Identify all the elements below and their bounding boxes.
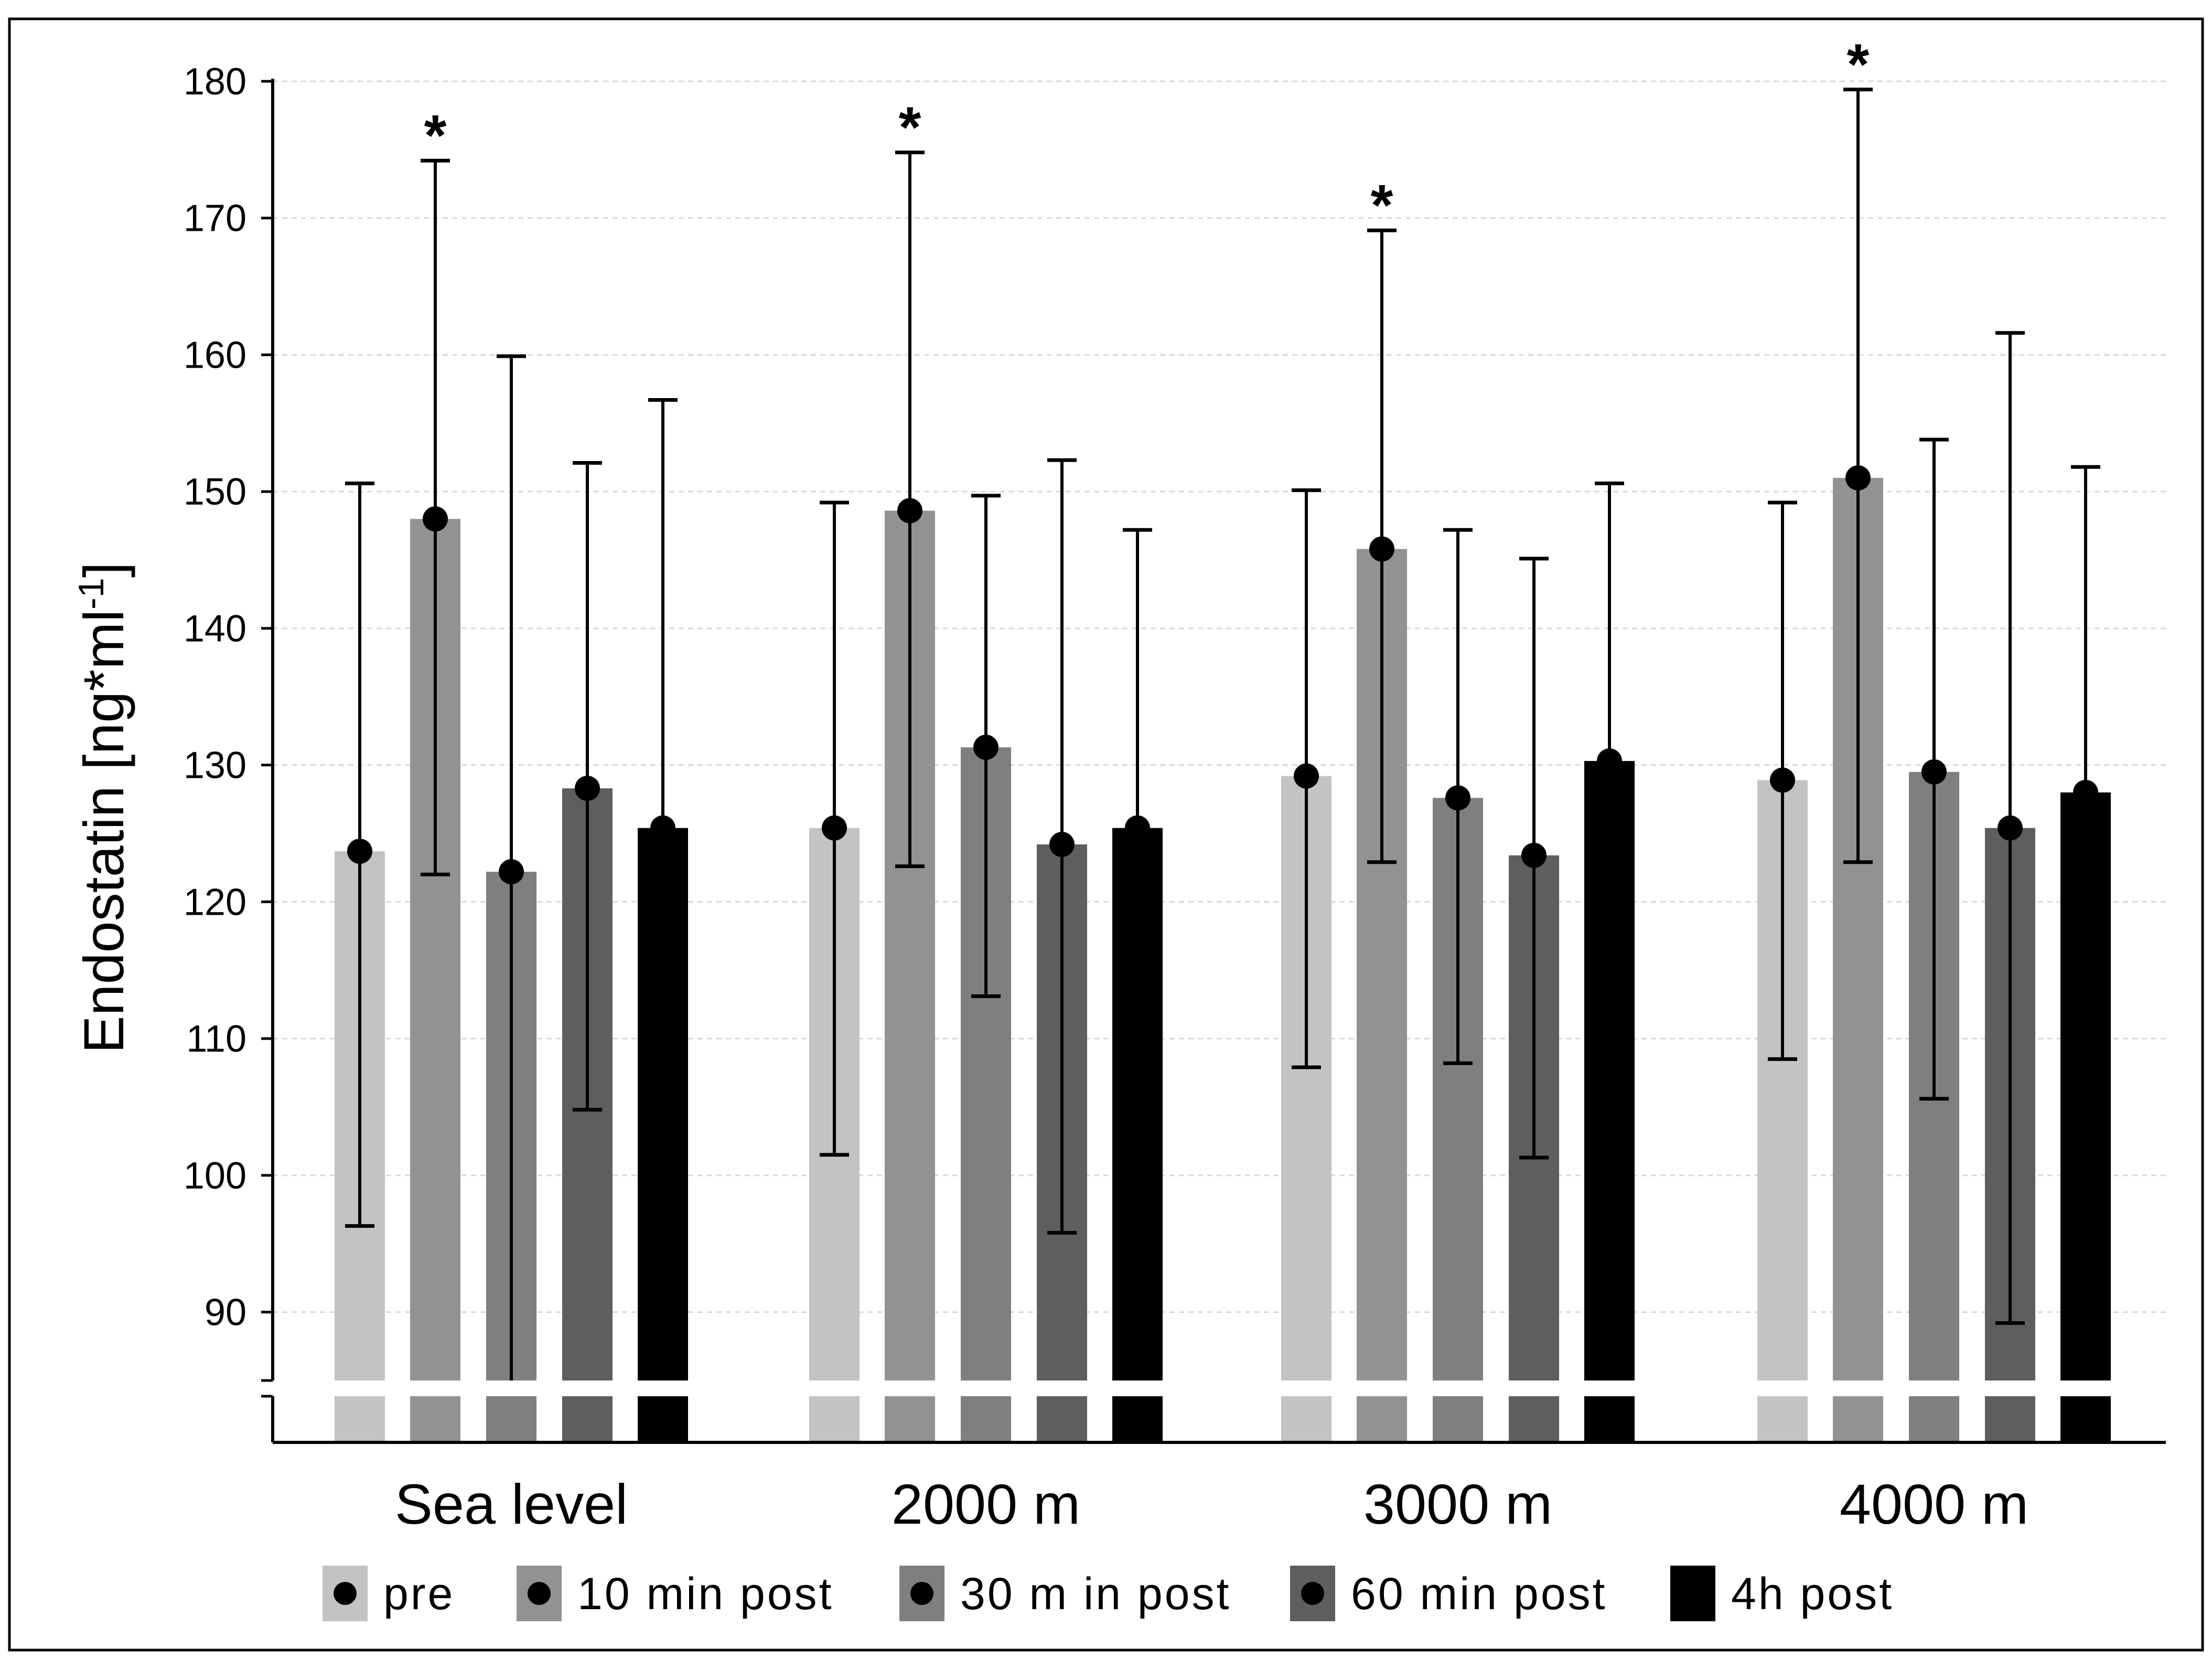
- data-point: [423, 506, 448, 532]
- bar-base: [1909, 1396, 1959, 1442]
- bar-base: [1985, 1396, 2035, 1442]
- bar-base: [1833, 1396, 1883, 1442]
- bar-base: [1037, 1396, 1087, 1442]
- bar-base: [2060, 1396, 2111, 1442]
- legend-label: 10 min post: [577, 1569, 834, 1619]
- legend-swatch: [1670, 1566, 1715, 1621]
- x-category-label: 3000 m: [1363, 1472, 1552, 1536]
- legend-label: 30 m in post: [960, 1569, 1231, 1619]
- bar-base: [1112, 1396, 1163, 1442]
- bar-base: [1433, 1396, 1483, 1442]
- legend: pre 10 min post 30 m in post 60 min post 4h …: [323, 1566, 1894, 1621]
- bar-base: [410, 1396, 460, 1442]
- data-point: [1445, 785, 1470, 811]
- data-point: [650, 815, 675, 841]
- data-point: [575, 776, 600, 801]
- data-point: [1521, 842, 1547, 868]
- data-point: [1369, 536, 1394, 562]
- data-point: [347, 838, 372, 864]
- bar: [1112, 828, 1163, 1380]
- bar-base: [961, 1396, 1011, 1442]
- y-axis-title: Endostatin [ng*ml-1]: [71, 562, 135, 1054]
- legend-label: pre: [383, 1569, 455, 1619]
- x-category-label: 2000 m: [892, 1472, 1080, 1536]
- y-tick-label: 180: [184, 61, 246, 103]
- bar: [638, 828, 688, 1380]
- data-point: [1998, 815, 2023, 841]
- bar-base: [1281, 1396, 1332, 1442]
- bar-base: [885, 1396, 935, 1442]
- significance-star: *: [899, 95, 921, 160]
- legend-marker: [1301, 1582, 1324, 1605]
- error-bars: [345, 88, 2100, 1380]
- data-point: [822, 815, 847, 841]
- y-tick-label: 120: [184, 881, 246, 923]
- bars: [335, 478, 2111, 1442]
- legend-item: pre: [323, 1566, 455, 1621]
- data-point: [499, 859, 524, 885]
- bar-base: [1757, 1396, 1808, 1442]
- axes: [261, 79, 2166, 1444]
- bar-base: [335, 1396, 385, 1442]
- y-tick-label: 160: [184, 334, 246, 376]
- data-point: [897, 498, 922, 523]
- significance-star: *: [424, 103, 447, 168]
- legend-label: 4h post: [1731, 1569, 1894, 1619]
- y-tick-label: 140: [184, 608, 246, 650]
- data-point: [1921, 759, 1947, 785]
- bar-base: [562, 1396, 613, 1442]
- legend-marker: [910, 1582, 933, 1605]
- y-tick-label: 110: [186, 1018, 246, 1060]
- data-point: [1049, 831, 1075, 857]
- legend-marker: [334, 1582, 357, 1605]
- y-tick-label: 100: [184, 1155, 246, 1197]
- data-point: [1125, 815, 1150, 841]
- bar: [2060, 792, 2111, 1380]
- significance-star: *: [1371, 173, 1393, 238]
- bar-base: [638, 1396, 688, 1442]
- y-tick-label: 130: [184, 745, 246, 787]
- bar-base: [1357, 1396, 1407, 1442]
- data-point: [2073, 779, 2098, 805]
- y-tick-label: 170: [184, 198, 246, 240]
- data-point: [1845, 465, 1871, 491]
- x-category-label: Sea level: [395, 1472, 628, 1536]
- significance-star: *: [1847, 33, 1870, 97]
- x-category-label: 4000 m: [1840, 1472, 2028, 1536]
- legend-item: 4h post: [1670, 1566, 1894, 1621]
- x-category-labels: Sea level 2000 m 3000 m 4000 m: [395, 1472, 2028, 1536]
- bar-base: [809, 1396, 860, 1442]
- y-tick-labels: 90 100 110 120 130 140 150 160 170 180: [184, 61, 246, 1334]
- y-tick-label: 90: [205, 1292, 246, 1334]
- bar-base: [1584, 1396, 1635, 1442]
- data-point: [1597, 748, 1622, 774]
- data-point: [1294, 763, 1319, 789]
- legend-label: 60 min post: [1351, 1569, 1607, 1619]
- legend-item: 60 min post: [1290, 1566, 1607, 1621]
- legend-item: 10 min post: [517, 1566, 834, 1621]
- bar-base: [486, 1396, 536, 1442]
- legend-item: 30 m in post: [899, 1566, 1231, 1621]
- y-tick-label: 150: [184, 471, 246, 513]
- data-point: [1770, 767, 1795, 793]
- bar-base: [1509, 1396, 1559, 1442]
- significance-markers: * * * *: [424, 33, 1870, 238]
- bar: [1584, 761, 1635, 1380]
- data-point: [973, 734, 998, 760]
- legend-marker: [528, 1582, 551, 1605]
